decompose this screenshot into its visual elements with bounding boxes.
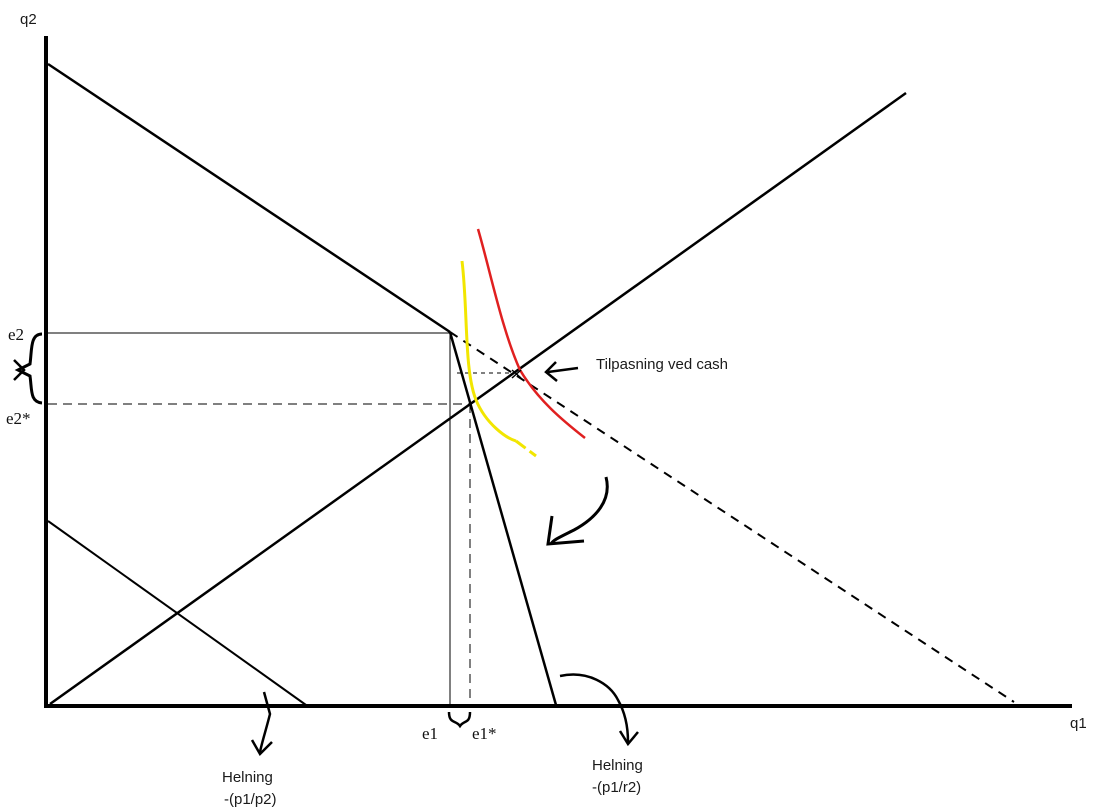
x-interval-bracket — [447, 711, 472, 729]
indifference-curve-red — [476, 228, 586, 439]
indifference-curve-yellow — [460, 260, 517, 443]
slope-left-label-1: Helning — [222, 769, 273, 786]
budget-line-cash-dashed — [449, 331, 1015, 703]
expansion-path — [49, 91, 907, 706]
indifference-curve-yellow-tail — [515, 439, 537, 458]
tick-e1: e1 — [422, 724, 438, 743]
arrow-left-slope-stem — [258, 691, 272, 753]
arrow-shift-head — [546, 515, 585, 546]
arrow-cash-head — [544, 361, 558, 382]
x-axis-label: q1 — [1070, 715, 1087, 732]
slope-right-label-2: -(p1/r2) — [592, 779, 641, 796]
y-bracket-tip — [13, 359, 26, 381]
arrow-left-slope-head — [250, 739, 273, 757]
arrow-shift-stem — [549, 476, 609, 545]
budget-line-kink-steep — [448, 331, 558, 706]
arrow-right-slope-head — [618, 730, 639, 747]
slope-left-label-2: -(p1/p2) — [224, 791, 277, 808]
slope-right-label-1: Helning — [592, 757, 643, 774]
arrow-right-slope-stem — [559, 673, 630, 743]
tick-e2: e2 — [8, 325, 24, 344]
cash-point-marker — [511, 369, 522, 379]
budget-line-upper — [47, 62, 451, 334]
cash-label: Tilpasning ved cash — [596, 356, 728, 373]
tick-e1-star: e1* — [472, 724, 497, 743]
y-interval-bracket — [14, 332, 43, 405]
arrow-cash-stem — [547, 366, 579, 374]
tick-e2-star: e2* — [6, 409, 31, 428]
y-axis-label: q2 — [20, 11, 37, 28]
